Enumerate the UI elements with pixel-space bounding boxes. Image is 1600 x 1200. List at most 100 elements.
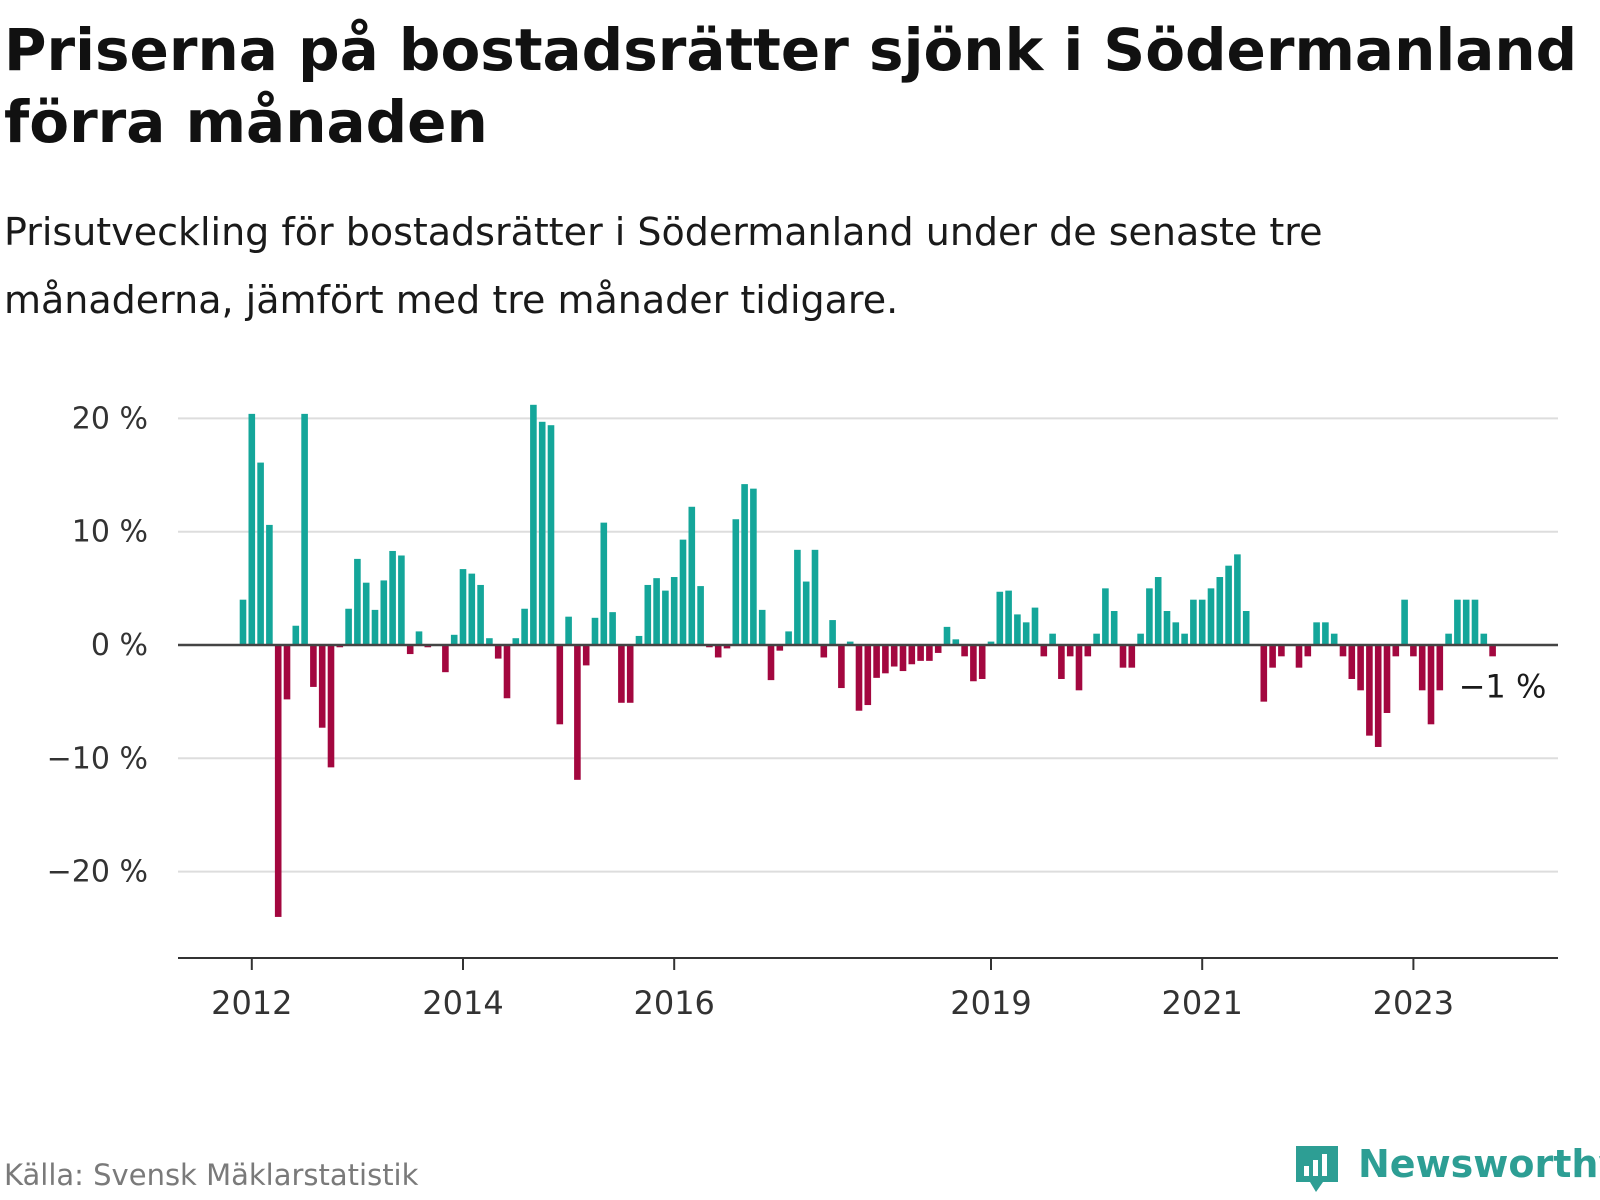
page-title: Priserna på bostadsrätter sjönk i Söderm… (4, 16, 1578, 156)
newsworthy-logo: Newsworthy (1292, 1140, 1600, 1196)
bar (266, 524, 273, 645)
bar (283, 645, 291, 700)
bar (345, 608, 352, 645)
bar (1383, 645, 1391, 713)
bar (741, 484, 748, 645)
bar (1418, 645, 1426, 691)
bar (1330, 633, 1338, 645)
bar (1049, 633, 1056, 645)
bar (750, 488, 757, 645)
bar (362, 582, 370, 645)
bar (1031, 607, 1039, 645)
bar (1454, 599, 1461, 645)
bar (1181, 633, 1188, 645)
bar (644, 584, 652, 645)
bar (591, 617, 599, 645)
bar (758, 609, 766, 645)
bar (855, 645, 863, 711)
bar (1480, 633, 1488, 645)
bar (565, 616, 572, 645)
x-tick-label: 2016 (633, 984, 714, 1022)
bar (1022, 622, 1030, 645)
bar (1242, 611, 1250, 645)
bar-chart-speech-bubble-icon (1296, 1146, 1338, 1192)
bar (442, 645, 449, 673)
bar (530, 404, 537, 645)
bar (670, 577, 678, 645)
bar (802, 581, 810, 645)
bar (574, 645, 581, 780)
y-tick-label: 10 % (72, 515, 148, 550)
bar (318, 645, 326, 728)
bar (1102, 588, 1109, 645)
bar (776, 645, 784, 651)
bar (450, 634, 458, 645)
bar (811, 549, 819, 645)
bar (996, 591, 1004, 645)
y-tick-label: −10 % (47, 741, 148, 776)
bar (882, 645, 889, 674)
bar (1392, 645, 1400, 657)
bar (468, 573, 476, 645)
bar (1462, 599, 1470, 645)
x-tick-label: 2021 (1161, 984, 1242, 1022)
bar (626, 645, 634, 703)
bar (327, 645, 335, 768)
bar (1234, 554, 1241, 645)
bar (785, 631, 792, 645)
page-subtitle: Prisutveckling för bostadsrätter i Söder… (4, 210, 1323, 322)
bar (1198, 599, 1206, 645)
bar (662, 590, 669, 645)
bar (1137, 633, 1144, 645)
bar (1110, 611, 1118, 645)
bar (1348, 645, 1356, 679)
bar (679, 539, 687, 645)
bar (371, 609, 379, 645)
bar (1269, 645, 1276, 668)
bar (767, 645, 775, 681)
bar (600, 522, 608, 645)
bar (556, 645, 564, 725)
bar (970, 645, 977, 682)
bar (820, 645, 828, 658)
bar (838, 645, 845, 689)
bar (477, 584, 484, 645)
y-tick-label: 20 % (72, 401, 148, 436)
bar (1163, 611, 1171, 645)
bar (310, 645, 317, 687)
bar (1005, 590, 1012, 645)
bar (398, 555, 405, 645)
bar (1216, 577, 1224, 645)
x-tick-label: 2019 (950, 984, 1031, 1022)
bar (908, 645, 916, 665)
bar (917, 645, 924, 661)
bar (248, 413, 256, 645)
bar (794, 549, 801, 645)
y-axis-labels: 20 % 10 % 0 % −10 % −20 % (47, 401, 148, 889)
bar (697, 586, 704, 645)
bar (1190, 599, 1197, 645)
bar (829, 620, 836, 645)
bar (538, 421, 546, 645)
bar (899, 645, 907, 672)
bar (1357, 645, 1364, 691)
bars (178, 404, 1558, 917)
bar (1119, 645, 1127, 668)
x-axis: 2012 2014 2016 2019 2021 2023 (178, 957, 1558, 1022)
bar (354, 558, 361, 645)
source-note: Källa: Svensk Mäklarstatistik (4, 1158, 419, 1192)
bar (723, 645, 731, 649)
bar (943, 626, 951, 645)
bar (1304, 645, 1312, 657)
data-label: −1 % (1459, 667, 1547, 705)
bar (459, 569, 467, 645)
bar (1401, 599, 1408, 645)
bar (547, 425, 555, 645)
bar (846, 641, 854, 645)
bar (1154, 577, 1162, 645)
bar (732, 519, 740, 645)
bar (257, 462, 264, 645)
bar (1066, 645, 1074, 657)
x-tick-label: 2014 (422, 984, 503, 1022)
bar (415, 631, 423, 645)
